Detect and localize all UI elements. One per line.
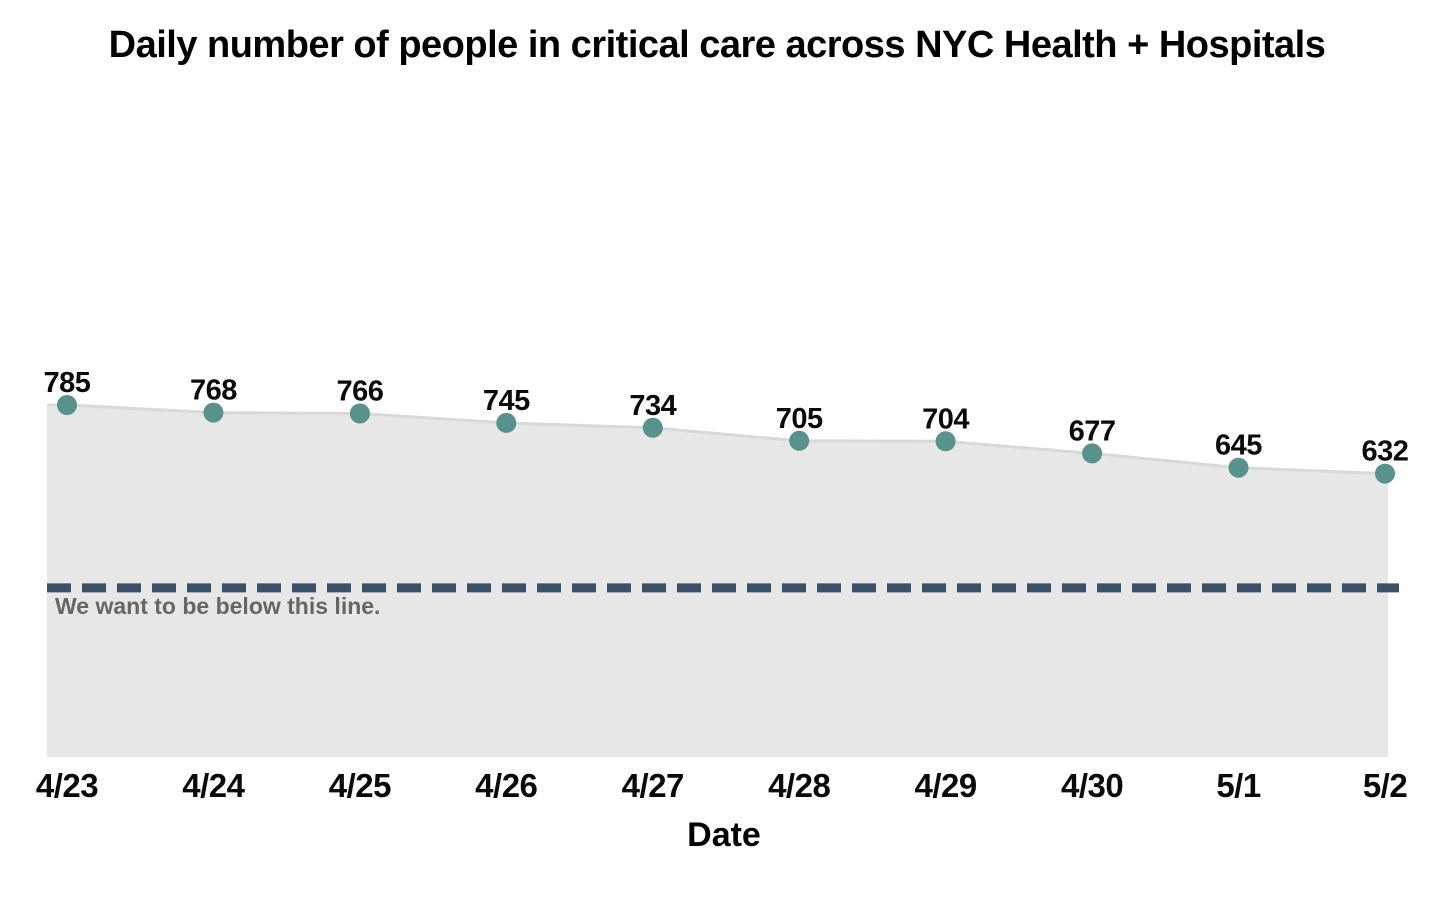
point-value-label: 745 [483, 385, 530, 417]
x-axis-label: Date [687, 816, 761, 854]
data-point [57, 395, 77, 415]
data-point [789, 430, 810, 451]
plot-area: We want to be below this line. 785 4/23 768… [36, 367, 1409, 804]
x-tick-label: 4/29 [914, 767, 976, 804]
point-value-label: 632 [1362, 436, 1409, 468]
point-value-label: 645 [1215, 430, 1262, 462]
x-tick-label: 4/25 [329, 767, 391, 804]
x-tick-label: 4/28 [768, 767, 830, 804]
trend-line [47, 403, 1388, 476]
data-point [349, 403, 370, 424]
x-tick-label: 4/23 [36, 767, 98, 804]
area-fill [47, 405, 1388, 757]
x-tick-label: 5/2 [1363, 767, 1408, 804]
data-point [1082, 443, 1103, 464]
point-value-label: 677 [1069, 415, 1116, 447]
x-tick-label: 4/24 [182, 767, 245, 804]
point-value-label: 705 [776, 403, 823, 435]
data-point [935, 431, 956, 452]
point-value-label: 704 [922, 403, 969, 435]
chart-title: Daily number of people in critical care … [109, 24, 1326, 66]
point-value-label: 766 [336, 376, 383, 408]
data-point [1375, 463, 1395, 484]
point-value-label: 734 [629, 390, 676, 422]
data-point [1228, 457, 1249, 478]
point-value-label: 768 [190, 375, 237, 407]
x-tick-label: 4/27 [622, 767, 684, 804]
x-tick-label: 4/26 [475, 767, 537, 804]
data-point [203, 402, 224, 423]
data-point [642, 417, 663, 438]
x-tick-label: 4/30 [1061, 767, 1123, 804]
threshold-label: We want to be below this line. [55, 593, 380, 619]
data-point [496, 412, 517, 433]
x-tick-label: 5/1 [1216, 767, 1261, 804]
point-value-label: 785 [44, 367, 91, 399]
